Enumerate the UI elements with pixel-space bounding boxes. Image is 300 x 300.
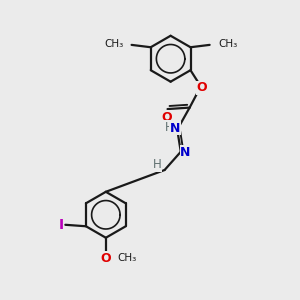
Text: N: N: [180, 146, 191, 159]
Text: CH₃: CH₃: [117, 253, 136, 263]
Text: O: O: [197, 81, 207, 94]
Text: H: H: [153, 158, 161, 171]
Text: H: H: [165, 121, 173, 134]
Text: CH₃: CH₃: [104, 39, 123, 49]
Text: CH₃: CH₃: [218, 39, 237, 49]
Text: I: I: [58, 218, 64, 232]
Text: O: O: [162, 111, 172, 124]
Text: O: O: [100, 252, 111, 265]
Text: N: N: [170, 122, 180, 135]
